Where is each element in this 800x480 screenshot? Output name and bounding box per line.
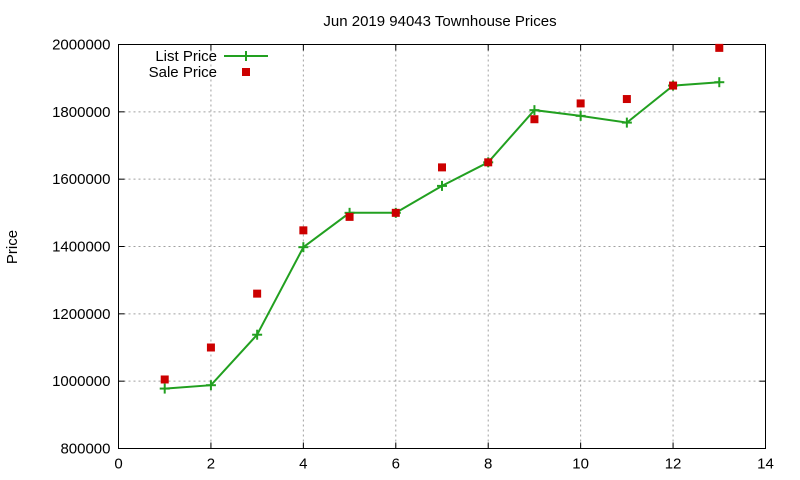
x-tick-label: 4 <box>299 456 307 473</box>
legend-list-price-marker <box>241 51 251 61</box>
list-price-point <box>205 380 216 391</box>
y-tick-label: 1000000 <box>52 373 110 390</box>
x-tick-labels: 0 2 4 6 8 10 12 14 <box>114 456 774 473</box>
legend-swatch-sale-price <box>242 68 250 76</box>
legend-sale-price-marker <box>242 68 250 76</box>
list-price-point <box>714 77 725 88</box>
x-tick-label: 10 <box>572 456 589 473</box>
list-price-point <box>621 117 632 128</box>
list-price-point <box>437 180 447 191</box>
sale-price-point <box>299 226 308 235</box>
chart-title: Jun 2019 94043 Townhouse Prices <box>323 13 556 30</box>
sale-price-point <box>622 95 631 104</box>
sale-price-point <box>253 289 262 298</box>
sale-price-point <box>669 81 678 90</box>
legend-label-sale-price: Sale Price <box>149 64 217 81</box>
sale-price-point <box>160 375 169 384</box>
series-list-price <box>159 77 725 394</box>
list-price-point <box>159 383 170 394</box>
gridlines <box>118 44 766 449</box>
y-tick-label: 1400000 <box>52 239 110 256</box>
sale-price-point <box>715 43 724 52</box>
y-tick-label: 2000000 <box>52 37 110 54</box>
sale-price-point <box>530 115 539 124</box>
sale-price-point <box>438 163 446 172</box>
sale-price-point <box>391 208 400 217</box>
legend-swatch-list-price <box>224 51 268 61</box>
series-sale-price <box>160 43 724 384</box>
axis-ticks <box>118 44 766 449</box>
list-price-point <box>298 242 309 253</box>
x-tick-label: 14 <box>757 456 774 473</box>
y-axis-label: Price <box>4 230 21 264</box>
sale-price-point <box>206 343 215 352</box>
x-tick-label: 12 <box>665 456 682 473</box>
y-tick-label: 1600000 <box>52 171 110 188</box>
x-tick-label: 2 <box>207 456 215 473</box>
x-tick-label: 8 <box>484 456 492 473</box>
legend: List Price Sale Price <box>149 48 268 81</box>
legend-label-list-price: List Price <box>155 48 217 65</box>
y-tick-label: 800000 <box>60 441 110 458</box>
list-price-line <box>164 81 720 390</box>
sale-price-point <box>484 158 493 167</box>
y-tick-label: 1800000 <box>52 104 110 121</box>
y-tick-labels: 800000 1000000 1200000 1400000 1600000 180000… <box>52 37 110 458</box>
list-price-point <box>529 105 540 116</box>
sale-price-point <box>345 212 354 221</box>
x-tick-label: 6 <box>392 456 400 473</box>
plot-frame <box>118 44 766 449</box>
list-price-point <box>252 329 263 340</box>
list-price-point <box>575 110 586 121</box>
sale-price-point <box>576 99 585 108</box>
y-tick-label: 1200000 <box>52 306 110 323</box>
x-tick-label: 0 <box>114 456 122 473</box>
